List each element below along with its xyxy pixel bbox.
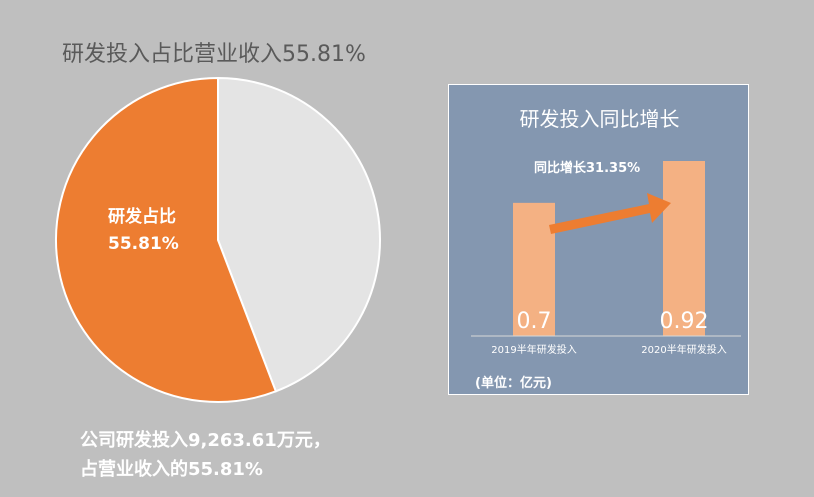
- unit-label: (单位：亿元): [475, 376, 552, 391]
- category-label: 2019半年研发投入: [491, 343, 576, 356]
- pie-slice-rd: [55, 76, 278, 403]
- pie-chart: [55, 76, 381, 403]
- growth-annotation: 同比增长31.35%: [534, 161, 641, 176]
- pie-caption: 公司研发投入9,263.61万元， 占营业收入的55.81%: [80, 426, 331, 484]
- bar-chart: 0.7 2019半年研发投入 0.92 2020半年研发投入: [471, 161, 741, 356]
- pie-slice-other: [217, 76, 381, 393]
- pie-chart-title: 研发投入占比营业收入55.81%: [62, 42, 366, 67]
- bar-value-label: 0.7: [517, 309, 552, 334]
- growth-arrow: [549, 193, 671, 234]
- bar-chart-title: 研发投入同比增长: [519, 107, 680, 131]
- pie-caption-line-1: 公司研发投入9,263.61万元，: [80, 430, 331, 451]
- pie-slice-name: 研发占比: [108, 207, 176, 227]
- bar-value-label: 0.92: [660, 309, 709, 334]
- pie-slice-label: 研发占比 55.81%: [108, 204, 179, 258]
- category-label: 2020半年研发投入: [641, 343, 726, 356]
- bar-chart-panel: 0.7 2019半年研发投入 0.92 2020半年研发投入 研发投入同比增长 同比增…: [448, 84, 749, 395]
- bar-1: [513, 202, 555, 336]
- bar-2: [663, 161, 705, 336]
- pie-slice-percent: 55.81%: [108, 234, 179, 254]
- pie-caption-line-2: 占营业收入的55.81%: [80, 459, 263, 480]
